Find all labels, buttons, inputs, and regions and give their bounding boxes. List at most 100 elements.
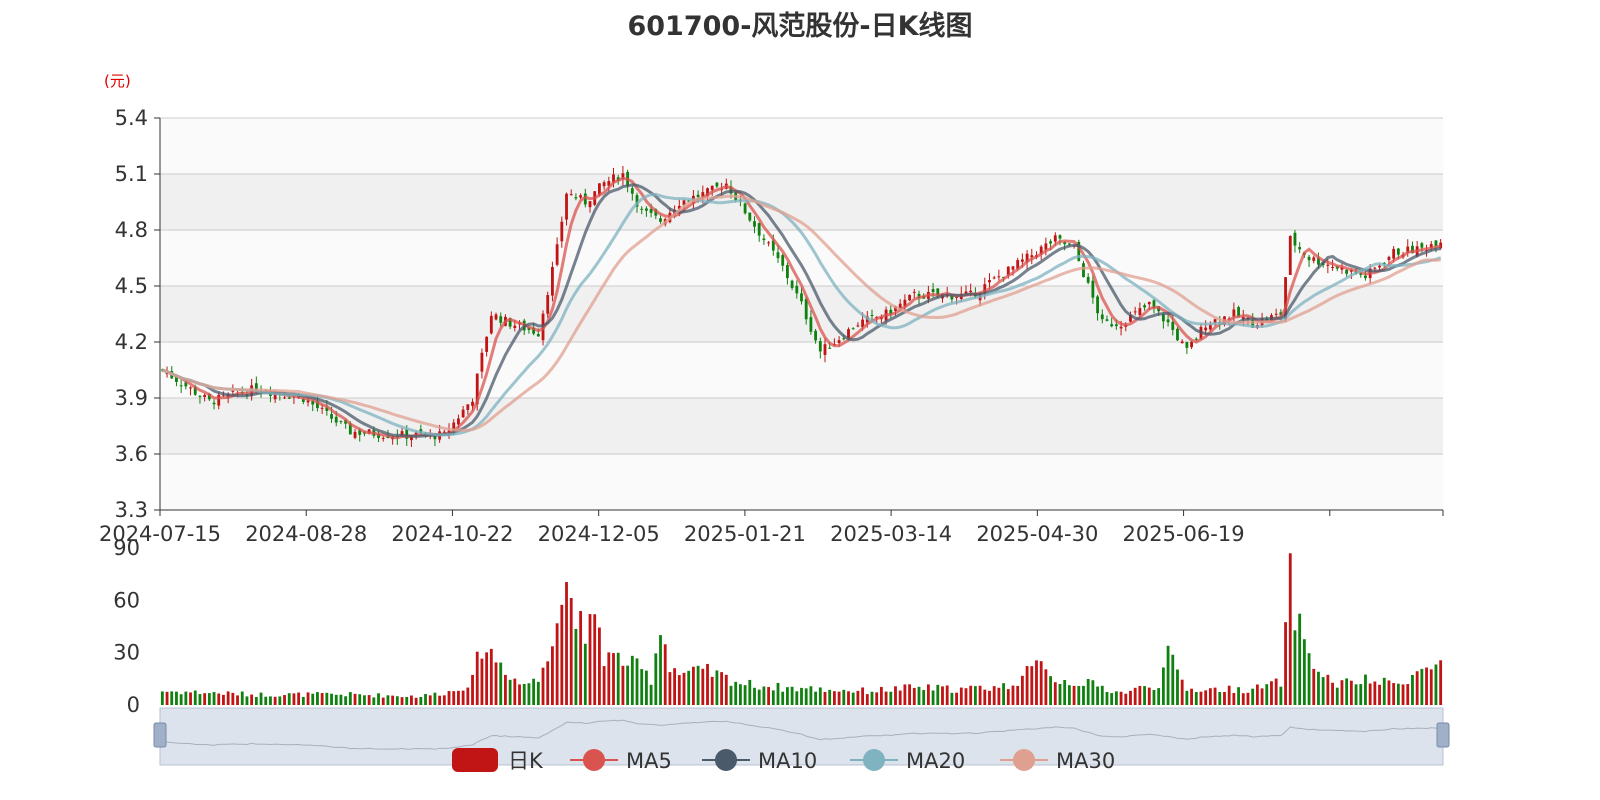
volume-bar — [1077, 685, 1081, 705]
volume-bar — [377, 693, 380, 705]
candle-body — [706, 188, 709, 196]
candle-body — [870, 315, 874, 317]
candle-body — [198, 395, 202, 397]
price-axis: 5.4 5.1 4.8 4.5 4.2 3.9 3.6 3.3 — [115, 106, 161, 522]
candle-body — [912, 291, 916, 293]
candle-body — [339, 420, 343, 422]
volume-bar — [410, 695, 413, 705]
volume-bar — [1213, 687, 1217, 705]
candle-body — [1251, 319, 1255, 328]
volume-bar — [1302, 639, 1306, 705]
price-tick-label: 3.6 — [115, 442, 148, 466]
volume-bar — [1401, 684, 1405, 705]
volume-bar — [311, 693, 315, 705]
candle-body — [452, 422, 456, 434]
volume-bar — [894, 686, 897, 705]
candle-body — [273, 392, 277, 400]
volume-bar — [861, 687, 865, 705]
legend-label[interactable]: MA5 — [626, 749, 672, 773]
zoom-handle-right[interactable] — [1436, 722, 1450, 748]
candle-body — [485, 336, 489, 352]
volume-bar — [724, 674, 728, 705]
volume-bar — [1006, 689, 1010, 705]
candle-body — [795, 285, 799, 294]
volume-bar — [1312, 668, 1316, 705]
candle-body — [1129, 315, 1132, 322]
legend-label[interactable]: 日K — [508, 749, 544, 773]
volume-bar — [931, 690, 935, 705]
date-tick-label: 2025-01-21 — [684, 522, 806, 546]
candle-body — [574, 197, 578, 199]
candle-body — [1204, 327, 1208, 331]
candle-body — [898, 303, 902, 310]
volume-bar — [790, 686, 794, 705]
volume-bar — [668, 672, 672, 705]
volume-bar — [964, 688, 968, 705]
volume-bar — [1058, 684, 1062, 705]
volume-bar — [1368, 683, 1372, 705]
volume-bar — [485, 652, 489, 705]
volume-bar — [1326, 674, 1330, 705]
candle-body — [856, 325, 860, 327]
volume-bar — [969, 685, 973, 705]
candle-body — [931, 289, 935, 293]
legend-label[interactable]: MA20 — [906, 749, 965, 773]
candle-body — [1237, 307, 1240, 317]
volume-bar — [1053, 682, 1057, 705]
legend-dot-icon[interactable] — [863, 749, 885, 771]
volume-bar — [457, 690, 460, 705]
candle-body — [311, 401, 315, 405]
candle-body — [809, 317, 813, 332]
volume-bar — [630, 655, 634, 705]
volume-bar — [1335, 687, 1339, 705]
candle-body — [1208, 324, 1212, 330]
volume-bar — [710, 676, 714, 705]
volume-bar — [475, 651, 479, 705]
volume-bar — [847, 691, 850, 705]
candle-body — [1086, 276, 1090, 283]
candle-body — [696, 194, 700, 198]
candle-body — [748, 212, 752, 221]
volume-bar — [297, 692, 301, 705]
candle-body — [532, 327, 536, 334]
candle-body — [475, 373, 479, 405]
volume-bar — [1204, 690, 1208, 705]
volume-bar — [334, 694, 338, 705]
candle-body — [527, 327, 531, 330]
volume-bar — [504, 674, 507, 705]
volume-bar — [602, 666, 606, 705]
candle-body — [607, 181, 611, 186]
date-tick-label: 2025-03-14 — [830, 522, 952, 546]
legend-kline-icon[interactable] — [452, 748, 498, 772]
legend-label[interactable]: MA30 — [1056, 749, 1115, 773]
candle-body — [969, 290, 973, 293]
volume-bar — [1124, 693, 1128, 705]
volume-bar — [461, 690, 465, 705]
legend-label[interactable]: MA10 — [758, 749, 817, 773]
legend-dot-icon[interactable] — [583, 749, 605, 771]
legend-dot-icon[interactable] — [1013, 749, 1035, 771]
volume-bar — [640, 669, 644, 705]
candle-body — [189, 387, 192, 389]
zoom-window[interactable] — [159, 707, 1444, 766]
volume-bar — [1265, 684, 1269, 705]
candle-body — [1105, 319, 1109, 321]
volume-bar — [1387, 680, 1391, 705]
volume-bar — [1284, 622, 1287, 705]
volume-bar — [851, 692, 855, 705]
zoom-handle-left[interactable] — [153, 722, 167, 748]
volume-bar — [551, 646, 554, 705]
volume-bar — [1025, 666, 1029, 705]
volume-bar — [955, 692, 958, 705]
volume-bar — [513, 678, 517, 705]
price-tick-label: 4.8 — [115, 218, 148, 242]
candle-body — [1241, 317, 1245, 320]
volume-bar — [1321, 677, 1325, 705]
volume-bar — [1354, 684, 1358, 705]
volume-bar — [414, 697, 418, 705]
candle-body — [1119, 326, 1123, 329]
grid-band — [160, 174, 1443, 230]
volume-tick-label: 60 — [113, 588, 140, 612]
legend-dot-icon[interactable] — [715, 749, 737, 771]
